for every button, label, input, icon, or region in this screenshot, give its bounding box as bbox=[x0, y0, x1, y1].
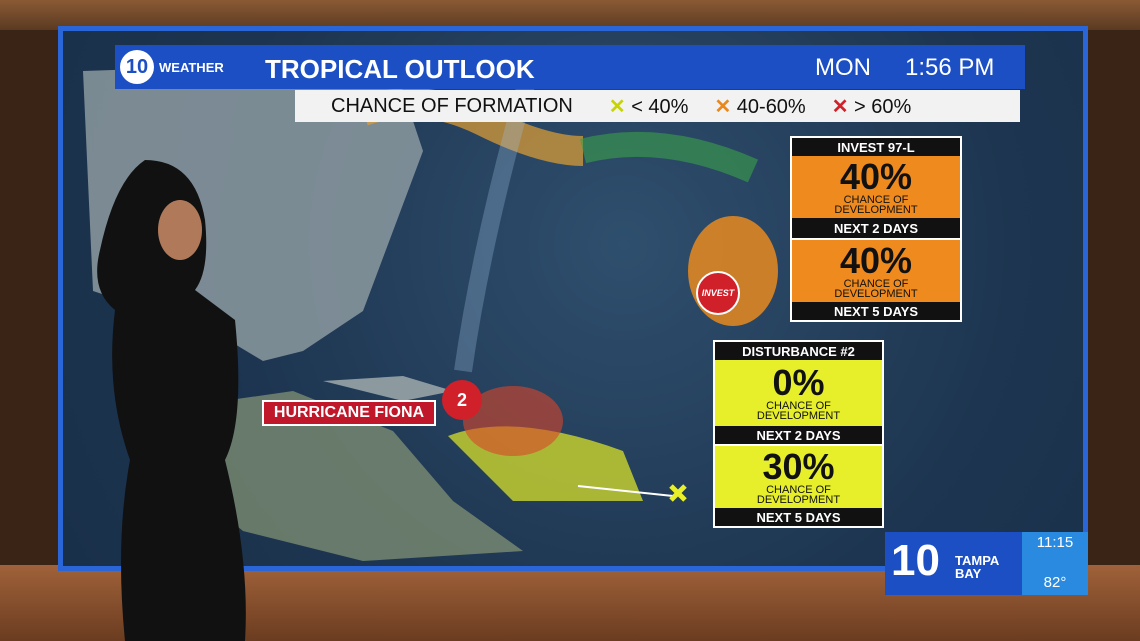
caption: CHANCE OF DEVELOPMENT bbox=[756, 484, 841, 506]
panel: 0% CHANCE OF DEVELOPMENT bbox=[715, 360, 882, 426]
bug-temperature: 82° bbox=[1043, 574, 1067, 591]
bug-weather: 11:15 82° bbox=[1022, 532, 1088, 595]
caption: CHANCE OF DEVELOPMENT bbox=[834, 194, 918, 216]
box-title: INVEST 97-L bbox=[792, 138, 960, 156]
studio-wall bbox=[0, 0, 1140, 30]
period: NEXT 5 DAYS bbox=[715, 508, 882, 526]
header-bar: 10 WEATHER TROPICAL OUTLOOK MON 1:56 PM bbox=[115, 45, 1025, 89]
bug-time: 11:15 bbox=[1036, 534, 1074, 551]
presenter bbox=[97, 160, 246, 641]
percent: 0% bbox=[772, 362, 825, 403]
legend-low: < 40% bbox=[631, 95, 689, 118]
bug-station: TAMPA BAY bbox=[955, 553, 999, 581]
caption: CHANCE OF DEVELOPMENT bbox=[756, 400, 841, 422]
bug-logo: 10 bbox=[891, 536, 940, 585]
day: MON bbox=[815, 54, 871, 81]
logo: 10 bbox=[120, 50, 154, 84]
storm-marker: 2 bbox=[442, 380, 482, 420]
percent: 40% bbox=[839, 156, 913, 197]
box-title: DISTURBANCE #2 bbox=[715, 342, 882, 360]
panel: 40% CHANCE OF DEVELOPMENT bbox=[792, 156, 960, 218]
period: NEXT 2 DAYS bbox=[792, 218, 960, 238]
period: NEXT 2 DAYS bbox=[715, 426, 882, 444]
disturbance-box: DISTURBANCE #2 0% CHANCE OF DEVELOPMENT … bbox=[713, 340, 884, 528]
legend-title: CHANCE OF FORMATION bbox=[331, 94, 573, 117]
percent: 40% bbox=[839, 240, 913, 281]
station-bug: 10 TAMPA BAY 11:15 82° bbox=[885, 532, 1088, 595]
caption: CHANCE OF DEVELOPMENT bbox=[834, 278, 918, 300]
legend: CHANCE OF FORMATION ✕ < 40% ✕ 40-60% ✕ >… bbox=[295, 90, 1020, 122]
title: TROPICAL OUTLOOK bbox=[265, 54, 535, 84]
panel: 30% CHANCE OF DEVELOPMENT bbox=[715, 446, 882, 508]
legend-high: > 60% bbox=[854, 95, 912, 118]
invest-marker: INVEST bbox=[696, 271, 740, 315]
invest-box: INVEST 97-L 40% CHANCE OF DEVELOPMENT NE… bbox=[790, 136, 962, 322]
panel: 40% CHANCE OF DEVELOPMENT bbox=[792, 240, 960, 302]
logo-text: WEATHER bbox=[159, 60, 224, 75]
hurricane-label: HURRICANE FIONA bbox=[262, 400, 436, 426]
period: NEXT 5 DAYS bbox=[792, 302, 960, 320]
percent: 30% bbox=[762, 446, 835, 487]
legend-mid: 40-60% bbox=[736, 95, 806, 118]
time: 1:56 PM bbox=[905, 54, 995, 81]
